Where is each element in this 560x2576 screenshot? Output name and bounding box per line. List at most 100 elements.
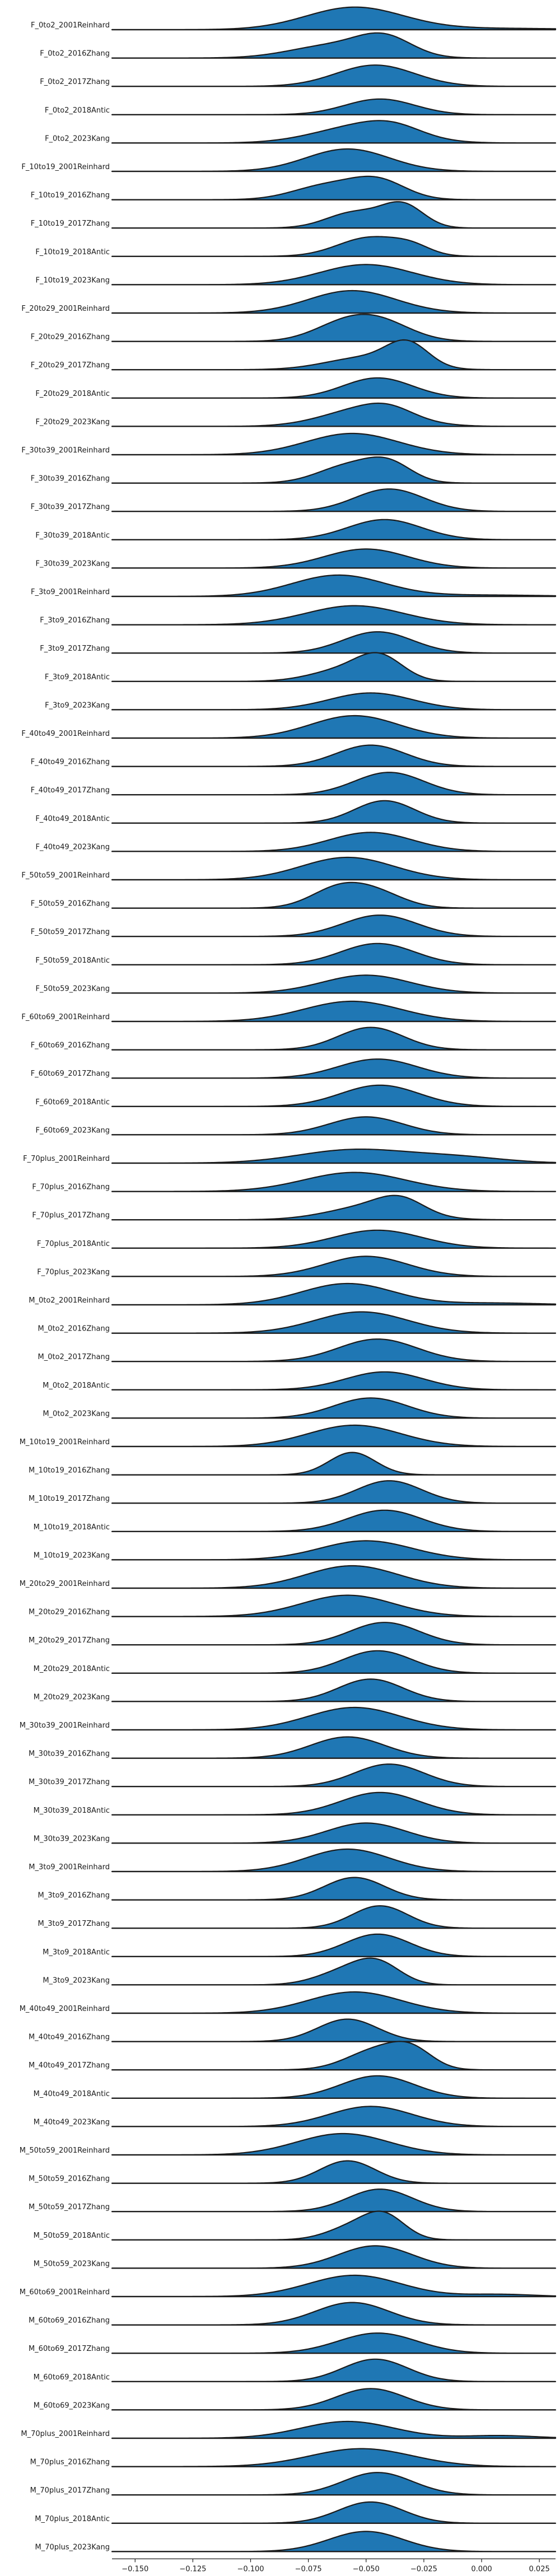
row-label: M_20to29_2017Zhang: [29, 1636, 110, 1645]
density-ridge: [111, 1736, 557, 1759]
density-ridge: [111, 201, 557, 229]
density-ridge: [111, 1877, 557, 1901]
ridge-row: F_30to39_2017Zhang: [31, 488, 557, 512]
ridge-row: F_50to59_2018Antic: [35, 942, 557, 965]
row-label: F_0to2_2017Zhang: [40, 78, 110, 86]
ridge-row: M_3to9_2018Antic: [43, 1933, 557, 1957]
ridge-row: M_3to9_2023Kang: [43, 1957, 557, 1986]
row-label: M_40to49_2018Antic: [34, 2090, 110, 2098]
density-ridge: [111, 2302, 557, 2326]
row-label: F_20to29_2018Antic: [35, 390, 110, 398]
row-label: F_40to49_2018Antic: [35, 815, 110, 823]
ridge-row: F_60to69_2016Zhang: [31, 1026, 557, 1051]
row-label: F_20to29_2023Kang: [36, 418, 110, 426]
row-label: F_40to49_2001Reinhard: [21, 730, 110, 738]
row-label: M_3to9_2017Zhang: [38, 1920, 110, 1928]
density-ridge: [111, 1540, 557, 1561]
row-label: M_70plus_2023Kang: [35, 2543, 110, 2551]
density-ridge: [111, 175, 557, 200]
density-ridge: [111, 2106, 557, 2127]
row-label: M_10to19_2016Zhang: [29, 1467, 110, 1475]
density-ridge: [111, 2018, 557, 2042]
row-label: M_50to59_2018Antic: [34, 2232, 110, 2240]
density-ridge: [111, 1084, 557, 1107]
density-ridge: [111, 2388, 557, 2411]
density-ridge: [111, 942, 557, 965]
density-ridge: [111, 98, 557, 115]
ridge-row: F_3to9_2016Zhang: [40, 605, 557, 626]
row-label: M_20to29_2016Zhang: [29, 1608, 110, 1617]
density-ridge: [111, 772, 557, 796]
ridge-row: M_0to2_2023Kang: [43, 1397, 557, 1419]
ridge-row: F_20to29_2018Antic: [35, 377, 557, 399]
row-label: F_0to2_2016Zhang: [40, 50, 110, 58]
row-label: F_3to9_2016Zhang: [40, 617, 110, 625]
row-label: F_10to19_2023Kang: [36, 276, 110, 284]
row-label: M_50to59_2017Zhang: [29, 2203, 110, 2211]
density-ridge: [111, 1622, 557, 1646]
ridge-row: F_40to49_2023Kang: [36, 832, 557, 852]
ridge-row: F_0to2_2016Zhang: [40, 32, 557, 59]
x-tick-label: −0.150: [122, 2565, 148, 2573]
ridge-row: M_3to9_2016Zhang: [38, 1877, 557, 1901]
ridge-row: F_0to2_2001Reinhard: [31, 6, 557, 31]
density-ridge: [111, 974, 557, 994]
ridge-row: F_50to59_2017Zhang: [31, 914, 557, 937]
density-ridge: [111, 1650, 557, 1674]
row-label: M_20to29_2023Kang: [34, 1693, 110, 1701]
ridge-row: F_70plus_2016Zhang: [32, 1172, 557, 1192]
row-label: M_0to2_2017Zhang: [38, 1353, 110, 1361]
density-ridge: [111, 2188, 557, 2213]
ridge-row: F_40to49_2017Zhang: [31, 772, 557, 796]
ridge-row: F_10to19_2023Kang: [36, 264, 557, 286]
row-label: F_3to9_2023Kang: [45, 701, 110, 710]
ridge-row: M_3to9_2001Reinhard: [29, 1848, 557, 1873]
density-ridge: [111, 236, 557, 257]
density-ridge: [111, 120, 557, 144]
ridge-row: M_50to59_2017Zhang: [29, 2188, 557, 2213]
row-label: M_10to19_2023Kang: [34, 1551, 110, 1560]
ridge-row: M_70plus_2017Zhang: [30, 2472, 557, 2496]
row-label: F_50to59_2001Reinhard: [21, 871, 110, 880]
row-label: F_3to9_2018Antic: [45, 673, 110, 682]
row-label: F_10to19_2016Zhang: [31, 192, 110, 200]
ridge-row: F_0to2_2017Zhang: [40, 64, 557, 87]
ridge-row: M_30to39_2018Antic: [34, 1791, 557, 1816]
ridge-row: F_20to29_2017Zhang: [31, 339, 557, 371]
ridge-row: M_0to2_2017Zhang: [38, 1338, 557, 1362]
density-ridge: [111, 1397, 557, 1419]
density-ridge: [111, 800, 557, 824]
density-ridge: [111, 264, 557, 286]
ridge-row: F_3to9_2023Kang: [45, 692, 557, 711]
x-tick-label: −0.025: [410, 2565, 437, 2573]
row-label: M_70plus_2017Zhang: [30, 2486, 110, 2495]
ridge-row: M_20to29_2001Reinhard: [20, 1565, 557, 1589]
row-label: M_30to39_2023Kang: [34, 1835, 110, 1843]
ridge-row: F_0to2_2023Kang: [45, 120, 557, 144]
density-ridge: [111, 1678, 557, 1702]
ridge-row: F_0to2_2018Antic: [45, 98, 557, 115]
density-ridge: [111, 2160, 557, 2184]
row-label: F_10to19_2017Zhang: [31, 220, 110, 228]
x-tick-label: 0.025: [529, 2565, 550, 2573]
ridge-row: F_20to29_2016Zhang: [31, 314, 557, 342]
row-label: F_60to69_2017Zhang: [31, 1070, 110, 1078]
density-ridge: [111, 881, 557, 909]
row-label: M_40to49_2017Zhang: [29, 2061, 110, 2070]
density-ridge: [111, 2132, 557, 2156]
ridge-row: M_60to69_2016Zhang: [29, 2302, 557, 2326]
density-ridge: [111, 1058, 557, 1079]
ridge-row: F_50to59_2016Zhang: [31, 881, 557, 909]
row-label: M_20to29_2018Antic: [34, 1665, 110, 1673]
ridge-row: F_40to49_2001Reinhard: [21, 715, 557, 739]
density-ridge: [111, 914, 557, 937]
ridge-row: F_10to19_2018Antic: [35, 236, 557, 257]
density-ridge: [111, 1480, 557, 1504]
ridge-row: M_60to69_2001Reinhard: [20, 2274, 557, 2298]
density-ridge: [111, 290, 557, 314]
density-ridge: [111, 1194, 557, 1221]
ridge-row: M_10to19_2017Zhang: [29, 1480, 557, 1504]
density-ridge: [111, 2448, 557, 2467]
ridge-row: M_50to59_2018Antic: [34, 2210, 557, 2241]
density-ridge: [111, 1822, 557, 1844]
